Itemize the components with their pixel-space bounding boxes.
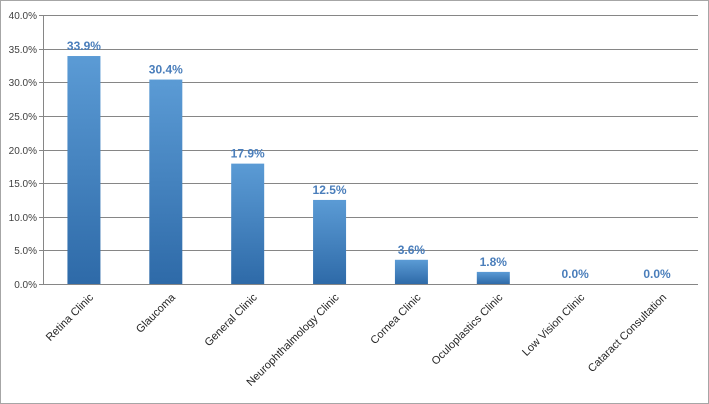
y-tick-label: 25.0% — [9, 112, 37, 123]
data-label: 0.0% — [643, 267, 671, 281]
bar — [67, 56, 101, 285]
y-tick-label: 35.0% — [9, 45, 37, 56]
x-tick-label: Cataract Consultation — [586, 292, 669, 375]
data-label: 3.6% — [398, 243, 426, 257]
bar — [231, 163, 265, 284]
y-tick-label: 20.0% — [9, 146, 37, 157]
bar — [149, 79, 183, 284]
x-tick-label: Low Vision Clinic — [520, 291, 587, 358]
bars — [67, 56, 510, 285]
data-labels: 33.9% 30.4% 17.9% 12.5% 3.6% 1.8% 0.0% 0.0% — [67, 39, 671, 281]
y-tick-label: 30.0% — [9, 78, 37, 89]
x-tick-label: General Clinic — [202, 291, 260, 349]
x-tick-label: Retina Clinic — [44, 291, 96, 343]
x-tick-label: Cornea Clinic — [368, 291, 424, 347]
data-label: 0.0% — [562, 267, 590, 281]
x-axis-labels: Retina Clinic Glaucoma General ClinicNeuro… — [44, 291, 669, 389]
data-label: 33.9% — [67, 39, 101, 53]
y-tick-label: 0.0% — [14, 280, 37, 291]
x-tick-label: Neurophthalmology Clinic — [245, 291, 342, 388]
y-tick-label: 10.0% — [9, 213, 37, 224]
bar — [476, 271, 510, 284]
bar — [394, 259, 428, 284]
data-label: 12.5% — [313, 183, 347, 197]
y-tick-label: 5.0% — [14, 246, 37, 257]
y-axis-ticks: 0.0% 5.0% 10.0% 15.0% 20.0% 25.0% 30.0% 35.0% 40… — [9, 11, 43, 291]
data-label: 1.8% — [480, 255, 508, 269]
y-tick-label: 15.0% — [9, 179, 37, 190]
bar — [313, 199, 347, 284]
data-label: 17.9% — [231, 147, 265, 161]
y-tick-label: 40.0% — [9, 11, 37, 22]
gridlines — [43, 15, 698, 251]
data-label: 30.4% — [149, 63, 183, 77]
x-tick-label: Oculoplastics Clinic — [430, 291, 506, 367]
x-tick-label: Glaucoma — [134, 291, 179, 336]
